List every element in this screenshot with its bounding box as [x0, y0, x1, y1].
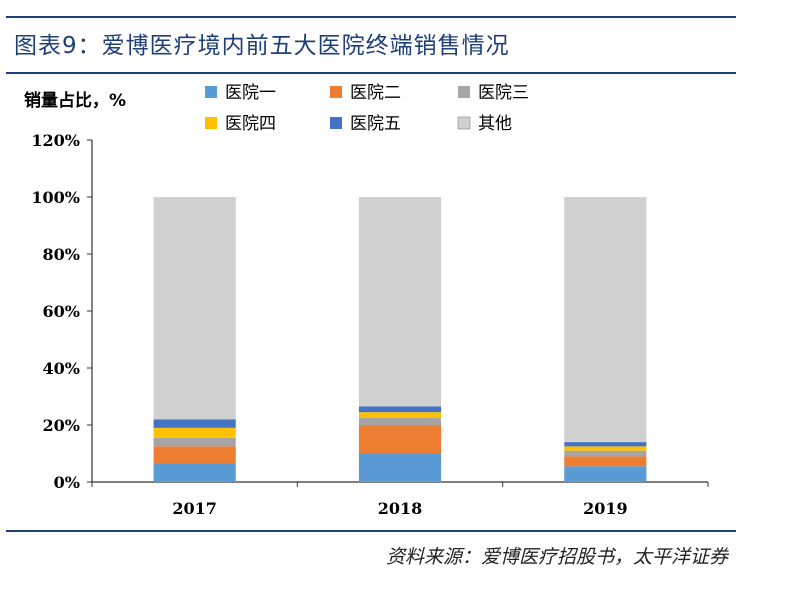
bar-segment	[153, 427, 236, 438]
figure-title: 图表9：爱博医疗境内前五大医院终端销售情况	[14, 33, 510, 59]
bar-segment	[358, 417, 442, 425]
bar-segment	[153, 197, 236, 420]
bar-segment	[564, 446, 647, 451]
y-tick-label: 20%	[43, 416, 80, 435]
bar-segment	[564, 197, 647, 443]
bars	[153, 197, 647, 482]
bottom-rule	[6, 530, 736, 532]
legend-swatch	[330, 117, 342, 129]
legend-label: 医院一	[225, 83, 276, 103]
legend-swatch	[458, 86, 470, 98]
bar-segment	[153, 437, 236, 447]
legend-swatch	[205, 117, 217, 129]
bar-segment	[358, 453, 442, 482]
legend-label: 医院三	[478, 83, 529, 103]
legend-swatch	[330, 86, 342, 98]
legend-swatch	[205, 86, 217, 98]
y-tick-label: 100%	[31, 188, 80, 207]
bar-segment	[564, 456, 647, 467]
legend-label: 医院二	[350, 83, 401, 103]
bar-segment	[564, 466, 647, 482]
x-tick-label: 2019	[583, 499, 628, 518]
y-tick-label: 40%	[43, 359, 80, 378]
x-axis: 2017 2018 2019	[91, 481, 709, 518]
bar-segment	[358, 425, 442, 454]
legend-label: 医院五	[350, 114, 401, 134]
legend-swatch	[457, 116, 471, 130]
top-rule	[6, 16, 736, 18]
bar-segment	[564, 442, 647, 447]
y-axis-label: 销量占比，%	[24, 90, 126, 111]
legend-label: 其他	[478, 114, 512, 134]
bar-segment	[358, 412, 442, 418]
bar-segment	[153, 446, 236, 464]
figure-source: 资料来源：爱博医疗招股书，太平洋证券	[385, 546, 728, 568]
bar-segment	[358, 197, 442, 407]
x-tick-label: 2018	[378, 499, 423, 518]
y-axis: 0% 20% 40% 60% 80% 100% 120%	[31, 131, 93, 492]
bar-segment	[153, 463, 236, 482]
bar-segment	[358, 406, 442, 413]
bar-segment	[153, 419, 236, 428]
legend-label: 医院四	[225, 114, 276, 134]
y-tick-label: 80%	[43, 245, 80, 264]
y-tick-label: 120%	[31, 131, 80, 150]
title-rule	[6, 72, 736, 74]
bar-segment	[564, 450, 647, 457]
y-tick-label: 0%	[54, 473, 80, 492]
y-tick-label: 60%	[43, 302, 80, 321]
x-tick-label: 2017	[172, 499, 217, 518]
